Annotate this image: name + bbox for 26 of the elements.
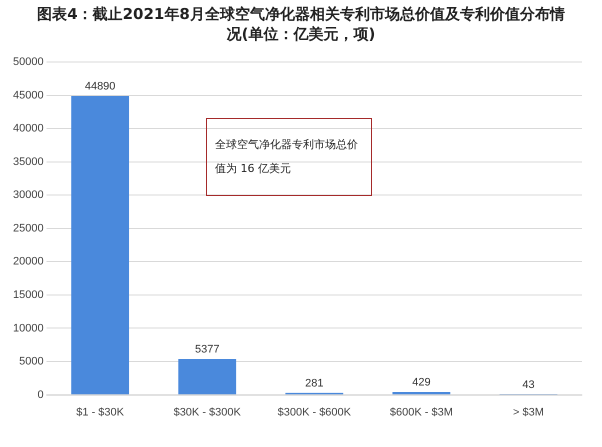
bar	[71, 96, 130, 394]
data-label: 44890	[84, 80, 116, 93]
y-tick-label: 40000	[12, 122, 44, 135]
y-tick-label: 0	[37, 388, 44, 401]
chart-title: 图表4：截止2021年8月全球空气净化器相关专利市场总价值及专利价值分布情况(单位：亿美元，项)	[36, 4, 566, 44]
y-tick-label: 15000	[12, 288, 44, 301]
y-tick-label: 20000	[12, 256, 44, 268]
x-tick-label: $1 - $30K	[76, 406, 125, 418]
bar	[178, 359, 236, 394]
data-label: 281	[305, 377, 324, 390]
y-tick-label: 30000	[12, 189, 44, 202]
y-tick-label: 25000	[12, 222, 44, 234]
x-tick-label: > $3M	[513, 406, 544, 418]
y-tick-label: 5000	[19, 356, 44, 368]
note-box: 全球空气净化器专利市场总价值为 16 亿美元	[206, 118, 372, 196]
y-tick-label: 45000	[12, 89, 44, 102]
y-tick-label: 50000	[12, 56, 44, 68]
x-tick-label: $600K - $3M	[390, 406, 453, 418]
data-label: 43	[522, 379, 535, 392]
bar	[392, 392, 450, 394]
y-tick-label: 35000	[12, 156, 44, 168]
data-label: 5377	[194, 344, 220, 356]
y-tick-label: 10000	[12, 322, 44, 334]
data-label: 429	[412, 376, 431, 388]
x-tick-label: $30K - $300K	[174, 406, 242, 418]
x-tick-label: $300K - $600K	[278, 406, 352, 418]
